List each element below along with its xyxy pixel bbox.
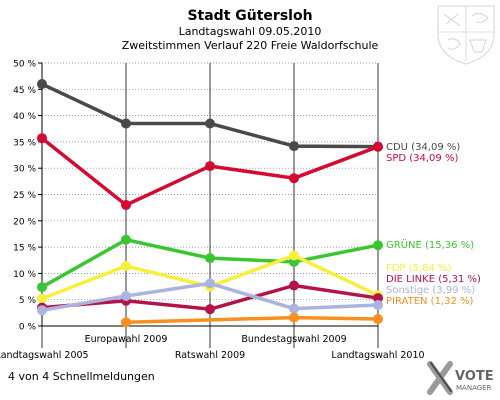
logo-vote-text: VOTE [455,369,494,384]
y-tick-label: 40 % [13,112,36,122]
data-point-sonstige [37,305,47,316]
end-label-cdu: CDU (34,09 %) [386,142,460,153]
data-point-cdu [121,118,131,129]
data-point-piraten [373,314,383,325]
end-label-piraten: PIRATEN (1,32 %) [386,296,474,307]
end-label-gr-ne: GRÜNE (15,36 %) [386,238,474,251]
y-tick-label: 10 % [13,270,36,280]
votemanager-logo: VOTE MANAGER [427,361,494,395]
vote-x-icon [427,361,453,395]
data-point-gr-ne [121,234,131,245]
x-tick-label: Ratswahl 2009 [175,350,245,361]
data-point-cdu [37,79,47,90]
x-tick-label: Landtagswahl 2005 [0,350,89,361]
y-tick-labels: 0 % 5 % 10 % 15 % 20 % 25 % 30 % 35 % 40 % 45 % 50… [13,60,36,333]
data-point-gr-ne [373,240,383,251]
y-tick-label: 25 % [13,191,36,201]
end-label-die-linke: DIE LINKE (5,31 %) [386,274,481,285]
data-point-sonstige [373,300,383,311]
data-point-die-linke [373,293,383,304]
data-point-sonstige [289,303,299,314]
x-tick-labels: Landtagswahl 2005 Europawahl 2009 Ratswahl… [0,334,425,361]
x-tick-label: Bundestagswahl 2009 [241,334,346,345]
y-tick-label: 35 % [13,138,36,148]
y-tick-label: 5 % [19,296,37,306]
x-tick-label: Europawahl 2009 [85,334,168,345]
series-line-piraten [125,315,379,325]
data-point-spd [205,161,215,172]
footer-note: 4 von 4 Schnellmeldungen [8,370,155,383]
series-end-labels: CDU (34,09 %)SPD (34,09 %) GRÜNE (15,36 %… [386,142,481,307]
data-point-die-linke [205,304,215,315]
data-point-cdu [205,118,215,129]
data-point-sonstige [121,291,131,302]
y-tick-label: 45 % [13,86,36,96]
logo-manager-text: MANAGER [456,384,492,392]
y-tick-label: 15 % [13,244,36,254]
series-lines [37,79,383,328]
data-point-piraten [121,317,131,328]
chart-subtitle: Landtagswahl 09.05.2010 [179,25,322,38]
y-tick-label: 50 % [13,60,36,70]
x-tick-label: Landtagswahl 2010 [331,350,424,361]
data-point-gr-ne [205,253,215,264]
data-point-fdp [121,261,131,272]
y-tick-label: 0 % [19,323,37,333]
y-tick-label: 30 % [13,165,36,175]
data-point-gr-ne [37,282,47,293]
chart-subtitle-2: Zweitstimmen Verlauf 220 Freie Waldorfsc… [122,39,379,52]
data-point-fdp [289,250,299,261]
coat-of-arms-icon [437,5,495,65]
end-label-sonstige: Sonstige (3,99 %) [386,285,475,296]
data-point-cdu [289,141,299,152]
chart-title: Stadt Gütersloh [187,8,312,24]
data-point-spd [373,141,383,152]
data-point-spd [289,173,299,184]
data-point-spd [121,200,131,211]
data-point-spd [37,133,47,144]
data-point-fdp [37,293,47,304]
data-point-sonstige [205,278,215,289]
data-point-piraten [289,312,299,323]
end-label-spd: SPD (34,09 %) [386,153,458,164]
end-label-fdp: FDP (5,84 %) [386,263,452,274]
data-point-die-linke [289,280,299,291]
y-tick-label: 20 % [13,217,36,227]
